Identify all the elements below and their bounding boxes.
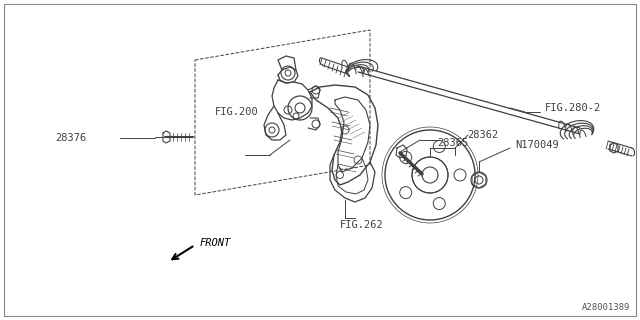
Text: A28001389: A28001389 xyxy=(582,303,630,312)
Text: FIG.280-2: FIG.280-2 xyxy=(545,103,601,113)
Text: FRONT: FRONT xyxy=(200,238,231,248)
Text: 28376: 28376 xyxy=(55,133,86,143)
Text: 28362: 28362 xyxy=(467,130,499,140)
Text: 28365: 28365 xyxy=(437,138,468,148)
Text: FIG.262: FIG.262 xyxy=(340,220,384,230)
Text: N170049: N170049 xyxy=(515,140,559,150)
Text: FIG.200: FIG.200 xyxy=(215,107,259,117)
